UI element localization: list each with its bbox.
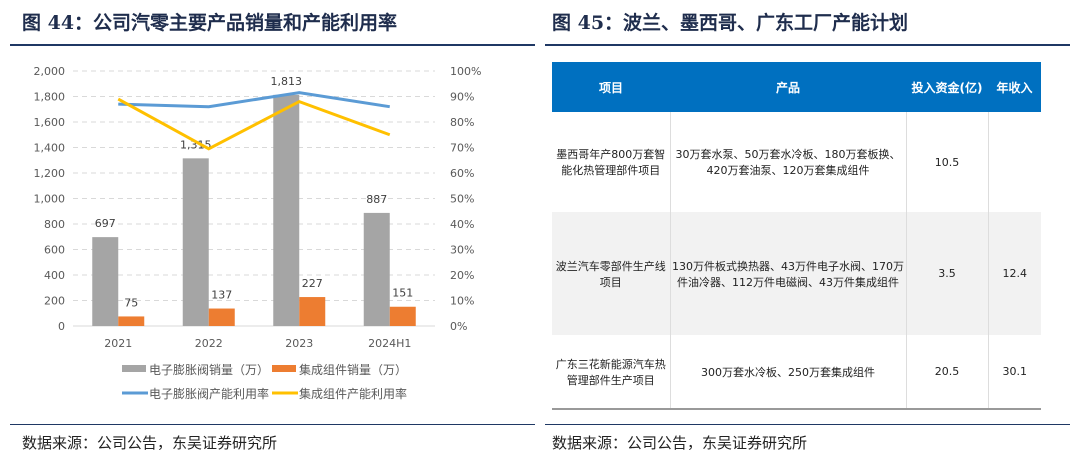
y2-tick-label: 30%: [450, 244, 474, 257]
line-series: [117, 97, 391, 151]
bar: [389, 306, 416, 326]
y2-tick-label: 60%: [450, 167, 474, 180]
left-figure-title: 图 44：公司汽零主要产品销量和产能利用率: [22, 12, 398, 34]
cell: 波兰汽车零部件生产线项目: [552, 212, 670, 335]
cell: [987, 112, 1041, 212]
y-tick-label: 400: [44, 269, 65, 282]
y2-tick-label: 80%: [450, 116, 474, 129]
capacity-plan-table: 项目 产品 投入资金(亿) 年收入 墨西哥年产800万套智能化热管理部件项目 30…: [552, 62, 1041, 410]
data-label: 887: [366, 193, 387, 206]
y2-tick-label: 100%: [450, 65, 481, 78]
bar: [208, 308, 235, 326]
x-tick-label: 2023: [285, 337, 313, 350]
data-label: 151: [392, 287, 413, 300]
y-tick-label: 1,400: [34, 142, 66, 155]
data-label: 1,813: [271, 75, 303, 88]
x-tick-label: 2024H1: [368, 337, 411, 350]
cell: 130万件板式换热器、43万件电子水阀、170万件油冷器、112万件电磁阀、43…: [669, 212, 906, 335]
cell: 30.1: [987, 335, 1041, 410]
legend-label: 电子膨胀阀销量（万）: [149, 363, 269, 377]
y-tick-label: 600: [44, 244, 65, 257]
cell: 10.5: [905, 112, 988, 212]
bar: [118, 316, 145, 326]
x-tick-label: 2021: [104, 337, 132, 350]
y2-tick-label: 70%: [450, 142, 474, 155]
y-tick-label: 1,000: [34, 193, 66, 206]
y-tick-label: 1,200: [34, 167, 66, 180]
y-tick-label: 200: [44, 295, 65, 308]
table-row: 广东三花新能源汽车热管理部件生产项目 300万套水冷板、250万套集成组件 20.5…: [552, 335, 1041, 410]
cell: 30万套水泵、50万套水冷板、180万套板换、420万套油泵、120万套集成组件: [669, 112, 906, 212]
bar: [273, 94, 300, 326]
table-header-row: 项目 产品 投入资金(亿) 年收入: [552, 62, 1041, 112]
data-label: 75: [124, 296, 138, 309]
table-row: 墨西哥年产800万套智能化热管理部件项目 30万套水泵、50万套水冷板、180万套…: [552, 112, 1041, 212]
left-footer-rule: [10, 424, 535, 425]
cell: 3.5: [905, 212, 988, 335]
cell: 300万套水冷板、250万套集成组件: [669, 335, 906, 410]
bar: [299, 297, 326, 326]
y2-tick-label: 20%: [450, 269, 474, 282]
legend-label: 集成组件产能利用率: [299, 386, 407, 401]
right-footer-rule: [545, 424, 1070, 425]
left-source-note: 数据来源：公司公告，东吴证券研究所: [22, 434, 278, 452]
cell: 墨西哥年产800万套智能化热管理部件项目: [556, 148, 666, 177]
legend-label: 电子膨胀阀产能利用率: [149, 386, 269, 401]
left-title-rule: [10, 44, 535, 46]
cell: 20.5: [905, 335, 988, 410]
y2-tick-label: 40%: [450, 218, 474, 231]
y-tick-label: 2,000: [34, 65, 66, 78]
data-label: 1,315: [180, 138, 212, 151]
y2-tick-label: 0%: [450, 320, 467, 333]
cell: 12.4: [987, 212, 1041, 335]
x-tick-label: 2022: [195, 337, 223, 350]
data-label: 137: [211, 289, 232, 302]
data-label: 697: [95, 217, 116, 230]
right-title-rule: [545, 44, 1070, 46]
legend-label: 集成组件销量（万）: [299, 362, 407, 377]
header-product: 产品: [670, 62, 906, 112]
cell: 广东三花新能源汽车热管理部件生产项目: [552, 335, 670, 410]
sales-utilization-chart: 0 200 400 600 800 1,000 1,200 1,400 1,600 1,800 2,…: [34, 65, 482, 401]
line-series: [118, 91, 390, 109]
bar: [182, 158, 209, 326]
header-investment: 投入资金(亿): [906, 62, 988, 112]
legend-swatch: [272, 365, 296, 372]
header-revenue: 年收入: [988, 62, 1041, 112]
header-project: 项目: [552, 62, 670, 112]
legend-swatch: [122, 365, 146, 372]
table-row: 波兰汽车零部件生产线项目 130万件板式换热器、43万件电子水阀、170万件油冷器…: [552, 212, 1041, 335]
right-source-note: 数据来源：公司公告，东吴证券研究所: [552, 434, 808, 452]
y-tick-label: 800: [44, 218, 65, 231]
y-tick-label: 1,600: [34, 116, 66, 129]
y2-tick-label: 90%: [450, 91, 474, 104]
right-figure-title: 图 45：波兰、墨西哥、广东工厂产能计划: [552, 12, 909, 34]
bar: [363, 212, 390, 326]
y-tick-label: 1,800: [34, 91, 66, 104]
y2-tick-label: 50%: [450, 193, 474, 206]
bar: [92, 237, 119, 326]
y2-tick-label: 10%: [450, 295, 474, 308]
y-tick-label: 0: [58, 320, 65, 333]
data-label: 227: [302, 277, 323, 290]
